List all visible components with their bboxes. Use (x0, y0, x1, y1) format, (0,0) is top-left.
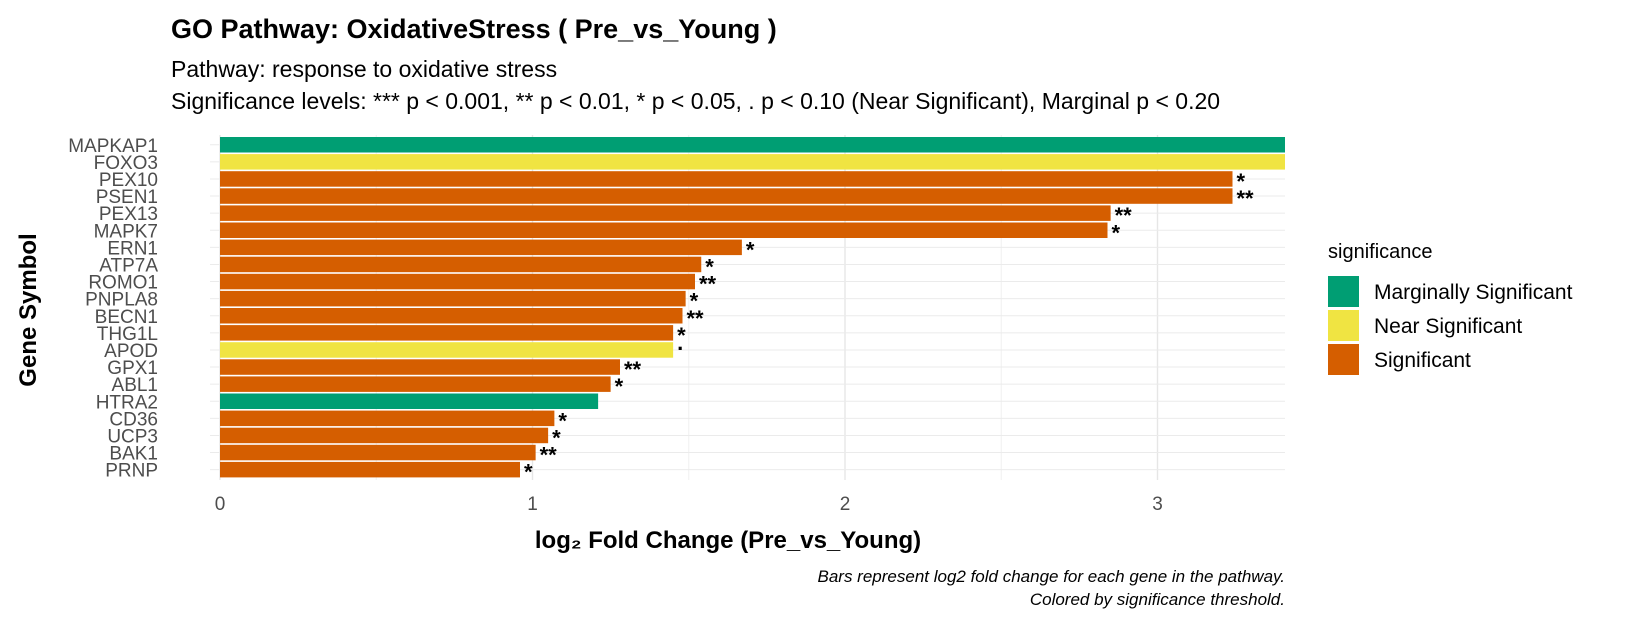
y-tick-label: PRNP (105, 461, 158, 482)
x-axis-title: log₂ Fold Change (Pre_vs_Young) (535, 527, 921, 554)
caption-line-1: Bars represent log2 fold change for each… (818, 567, 1286, 586)
y-tick-label: PEX10 (99, 170, 158, 191)
bar-prnp (220, 461, 520, 478)
y-tick-label: BAK1 (109, 444, 158, 465)
y-tick-label: ABL1 (112, 375, 158, 396)
y-tick-label: GPX1 (107, 358, 158, 379)
y-tick-label: PEX13 (99, 204, 158, 225)
bar-pex13 (220, 205, 1111, 221)
significance-label: ** (687, 306, 705, 331)
plot-area: **************.******** (210, 135, 1285, 485)
chart-subtitle-line-2: Significance levels: *** p < 0.001, ** p… (171, 88, 1220, 114)
significance-label: ** (1237, 186, 1255, 211)
y-tick-label: CD36 (109, 409, 158, 430)
x-tick-label: 0 (215, 494, 226, 515)
significance-label: * (615, 374, 624, 399)
x-axis-tick-labels: 0 1 2 3 (215, 494, 1163, 515)
chart-subtitle-line-1: Pathway: response to oxidative stress (171, 56, 557, 82)
significance-label: * (690, 289, 699, 314)
significance-label: ** (540, 443, 558, 468)
significance-label: * (1237, 169, 1246, 194)
bar-cd36 (220, 410, 555, 427)
y-tick-label: HTRA2 (96, 392, 158, 413)
bar-atp7a (220, 256, 702, 273)
chart-title: GO Pathway: OxidativeStress ( Pre_vs_You… (171, 14, 777, 44)
bar-pnpla8 (220, 290, 686, 307)
x-tick-label: 1 (527, 494, 538, 515)
y-tick-label: MAPK7 (94, 221, 158, 242)
legend-key-swatch (1328, 276, 1359, 307)
y-tick-label: MAPKAP1 (68, 136, 158, 157)
bars (220, 137, 1285, 478)
caption-line-2: Colored by significance threshold. (1030, 590, 1285, 609)
bar-ucp3 (220, 427, 549, 444)
significance-label: * (1112, 220, 1121, 245)
bar-romo1 (220, 273, 695, 290)
y-tick-label: PSEN1 (96, 187, 158, 208)
bar-psen1 (220, 188, 1233, 204)
y-tick-label: FOXO3 (94, 153, 158, 174)
y-tick-label: ATP7A (99, 255, 158, 276)
y-tick-label: ERN1 (107, 238, 158, 259)
significance-label: ** (699, 272, 717, 297)
y-tick-label: UCP3 (107, 426, 158, 447)
bar-foxo3 (220, 154, 1285, 170)
bar-mapkap1 (220, 137, 1285, 153)
bar-abl1 (220, 376, 611, 392)
legend: significance Marginally Significant Near … (1328, 241, 1573, 375)
significance-label: . (677, 330, 683, 355)
bar-gpx1 (220, 359, 620, 375)
y-axis-tick-labels: MAPKAP1FOXO3PEX10PSEN1PEX13MAPK7ERN1ATP7… (68, 136, 158, 482)
bar-bak1 (220, 444, 536, 461)
significance-label: * (705, 254, 714, 279)
legend-key-swatch (1328, 310, 1359, 341)
significance-label: * (746, 237, 755, 262)
legend-key-swatch (1328, 344, 1359, 375)
significance-labels: **************.******** (524, 169, 1254, 485)
legend-label: Significant (1374, 349, 1471, 372)
bar-becn1 (220, 308, 683, 324)
y-tick-label: ROMO1 (88, 273, 158, 294)
bar-thg1l (220, 325, 674, 341)
legend-title: significance (1328, 241, 1433, 263)
significance-label: * (558, 408, 567, 433)
y-tick-label: BECN1 (95, 307, 158, 328)
bar-apod (220, 342, 674, 358)
significance-label: * (552, 425, 561, 450)
significance-label: * (524, 460, 533, 485)
significance-label: ** (1115, 203, 1133, 228)
legend-label: Near Significant (1374, 315, 1522, 338)
bar-pex10 (220, 171, 1233, 187)
bar-ern1 (220, 239, 742, 256)
x-tick-label: 3 (1152, 494, 1163, 515)
y-tick-label: PNPLA8 (85, 290, 158, 311)
bar-mapk7 (220, 222, 1108, 238)
legend-label: Marginally Significant (1374, 281, 1573, 304)
x-tick-label: 2 (840, 494, 851, 515)
bar-htra2 (220, 393, 599, 409)
y-tick-label: APOD (104, 341, 158, 362)
significance-label: ** (624, 357, 642, 382)
y-axis-title: Gene Symbol (15, 233, 42, 386)
y-tick-label: THG1L (97, 324, 158, 345)
significance-label: * (677, 323, 686, 348)
